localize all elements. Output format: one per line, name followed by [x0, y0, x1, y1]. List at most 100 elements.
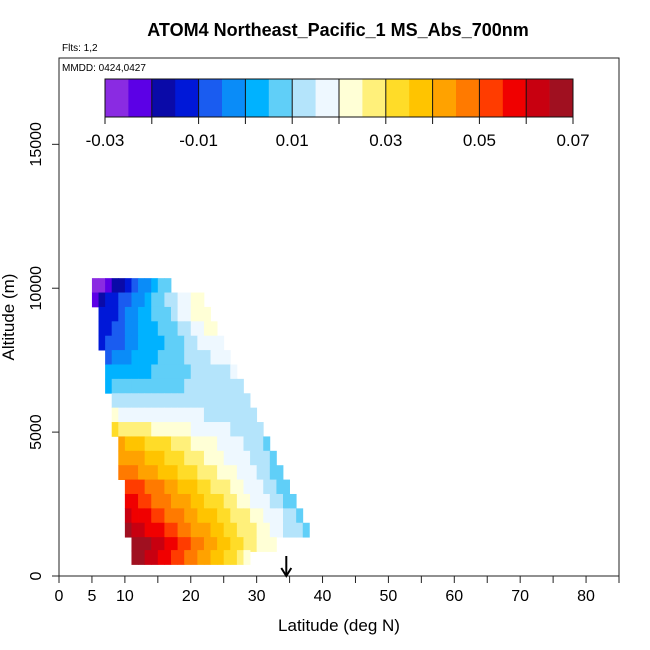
heatmap-cell	[184, 350, 192, 365]
y-tick-label: 0	[28, 571, 45, 580]
heatmap-cell	[184, 321, 192, 337]
heatmap-cell	[118, 450, 126, 466]
heatmap-cell	[111, 278, 119, 293]
heatmap-cell	[131, 436, 139, 452]
heatmap-cell	[131, 335, 139, 351]
heatmap-cell	[131, 407, 139, 423]
heatmap-cell	[250, 522, 258, 538]
heatmap-cell	[151, 422, 159, 437]
heatmap-cell	[203, 321, 211, 337]
heatmap-cell	[124, 321, 132, 337]
heatmap-cell	[91, 292, 99, 308]
x-tick-label: 40	[314, 588, 332, 605]
heatmap-cell	[144, 450, 152, 466]
colorbar-tick-label: 0.03	[369, 131, 402, 150]
heatmap-cell	[111, 306, 119, 322]
heatmap-cell	[98, 335, 106, 351]
heatmap-cell	[144, 335, 152, 351]
colorbar: -0.03 -0.01 0.01 0.03 0.05 0.07	[86, 78, 590, 150]
heatmap-cell	[118, 321, 126, 337]
heatmap-cell	[236, 550, 244, 565]
colorbar-tick-label: -0.01	[179, 131, 218, 150]
heatmap-cell	[138, 335, 146, 351]
heatmap-cell	[164, 393, 172, 409]
heatmap-cell	[105, 292, 113, 308]
heatmap-cell	[157, 278, 165, 293]
heatmap-cell	[203, 436, 211, 452]
heatmap-cell	[124, 407, 132, 423]
heatmap-cell	[124, 292, 132, 308]
heatmap-cell	[105, 350, 113, 365]
heatmap-cell	[91, 278, 99, 293]
heatmap-cell	[164, 537, 172, 552]
heatmap-cell	[263, 436, 271, 452]
heatmap-cell	[124, 493, 132, 509]
heatmap-cell	[144, 537, 152, 552]
heatmap-cell	[203, 537, 211, 552]
heatmap-cell	[118, 407, 126, 423]
heatmap-cell	[184, 550, 192, 565]
heatmap-cell	[151, 479, 159, 495]
heatmap-cell	[138, 493, 146, 509]
heatmap-cell	[217, 407, 225, 423]
heatmap-cell	[151, 522, 159, 538]
heatmap-cell	[144, 350, 152, 365]
heatmap-cell	[105, 364, 113, 380]
heatmap-cell	[217, 350, 225, 365]
heatmap-cell	[164, 479, 172, 495]
heatmap-cell	[177, 550, 185, 565]
heatmap-cell	[256, 465, 264, 480]
heatmap-cell	[203, 364, 211, 380]
heatmap-cell	[177, 350, 185, 365]
heatmap-cell	[210, 378, 218, 394]
heatmap-cell	[131, 465, 139, 480]
heatmap-cell	[184, 436, 192, 452]
heatmap-cell	[276, 508, 284, 524]
heatmap-cell	[157, 350, 165, 365]
heatmap-cell	[184, 508, 192, 524]
colorbar-swatch	[526, 79, 550, 117]
heatmap-cell	[171, 522, 178, 538]
heatmap-cell	[256, 493, 264, 509]
heatmap-cell	[171, 422, 178, 437]
heatmap-cell	[144, 493, 152, 509]
heatmap-cell	[171, 407, 178, 423]
heatmap-cell	[138, 436, 146, 452]
heatmap-cell	[210, 407, 218, 423]
heatmap-cell	[151, 550, 159, 565]
heatmap-cell	[243, 450, 251, 466]
heatmap-cell	[171, 364, 178, 380]
heatmap-cell	[184, 522, 192, 538]
heatmap-cell	[256, 450, 264, 466]
heatmap-cell	[111, 335, 119, 351]
heatmap-cell	[210, 550, 218, 565]
heatmap-cell	[210, 508, 218, 524]
heatmap-cell	[190, 407, 198, 423]
heatmap-cell	[236, 522, 244, 538]
heatmap-cell	[177, 422, 185, 437]
heatmap-cell	[151, 508, 159, 524]
colorbar-tick-label: -0.03	[86, 131, 125, 150]
heatmap-cell	[210, 364, 218, 380]
heatmap-cell	[118, 278, 126, 293]
heatmap-cell	[131, 522, 139, 538]
heatmap-cell	[138, 306, 146, 322]
heatmap-cell	[164, 378, 172, 394]
heatmap-cell	[283, 479, 290, 495]
heatmap-cell	[164, 493, 172, 509]
heatmap-cell	[105, 306, 113, 322]
heatmap-cell	[289, 508, 297, 524]
heatmap-cell	[243, 436, 251, 452]
heatmap-cell	[230, 493, 238, 509]
heatmap-cell	[118, 335, 126, 351]
heatmap-cell	[250, 479, 258, 495]
heatmap-cell	[223, 493, 231, 509]
heatmap-cell	[118, 378, 126, 394]
heatmap-cell	[144, 422, 152, 437]
heatmap-cell	[164, 550, 172, 565]
heatmap-cell	[197, 364, 205, 380]
heatmap-cell	[263, 479, 271, 495]
heatmap-cell	[177, 522, 185, 538]
heatmap-cell	[177, 321, 185, 337]
colorbar-swatch	[409, 79, 433, 117]
